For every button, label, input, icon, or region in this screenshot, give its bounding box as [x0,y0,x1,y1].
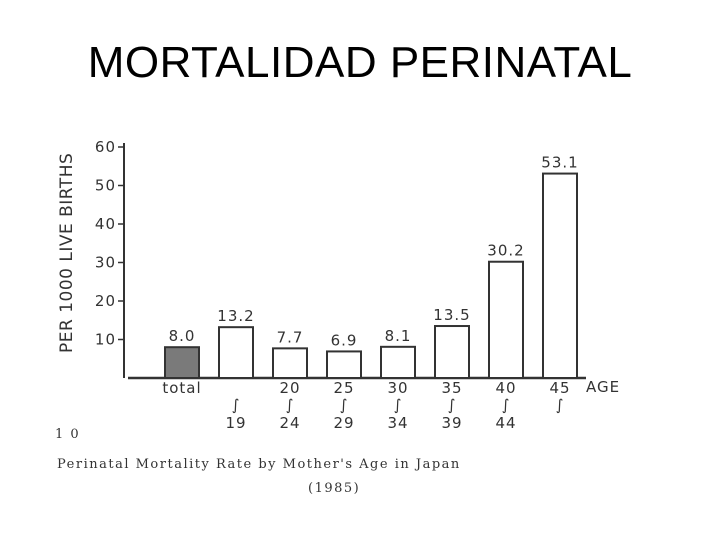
range-marker: ∫ [286,396,295,414]
bar [488,260,524,380]
range-marker: ∫ [232,396,241,414]
range-marker: ∫ [394,396,403,414]
bar [434,325,470,379]
figure-number: 1 0 [55,427,80,442]
y-tick-label: 20 [95,292,116,310]
bar [542,172,578,379]
bar-value-label: 6.9 [331,331,358,349]
range-marker: ∫ [448,396,457,414]
chart-caption: Perinatal Mortality Rate by Mother's Age… [57,457,461,472]
bar [380,345,416,380]
bar [326,350,362,379]
y-tick-label: 10 [95,331,116,349]
x-tick-label-start: 40 [495,379,516,397]
x-tick-label-start: 30 [387,379,408,397]
range-marker: ∫ [502,396,511,414]
bar-value-label: 13.2 [217,307,254,325]
bar-total [164,346,200,380]
x-tick-label-start: 25 [333,379,354,397]
x-tick-label-end: 29 [333,414,354,432]
x-tick-label-start: total [162,379,201,397]
range-marker: ∫ [556,396,565,414]
x-tick-label-end: 44 [495,414,516,432]
y-axis-label: PER 1000 LIVE BIRTHS [57,153,77,353]
x-tick-label-start: 35 [441,379,462,397]
x-tick-label-start: 45 [549,379,570,397]
x-tick-label-end: 39 [441,414,462,432]
y-tick-label: 50 [95,177,116,195]
bar-value-label: 8.0 [169,327,196,345]
bar-value-label: 13.5 [433,306,470,324]
bar-value-label: 30.2 [487,242,524,260]
bar-value-label: 7.7 [277,328,304,346]
chart-caption-year: (1985) [308,481,360,496]
bar-value-label: 53.1 [541,154,578,172]
range-marker: ∫ [340,396,349,414]
y-tick-label: 30 [95,254,116,272]
x-axis-label: AGE [586,378,620,396]
x-tick-label-end: 19 [225,414,246,432]
x-tick-label-end: 24 [279,414,300,432]
bar [218,326,254,379]
y-tick-label: 40 [95,215,116,233]
bar [272,347,308,380]
slide-title: MORTALIDAD PERINATAL [87,38,633,87]
y-tick-label: 60 [95,138,116,156]
x-tick-label-end: 34 [387,414,408,432]
bar-value-label: 8.1 [385,327,412,345]
x-tick-label-start: 20 [279,379,300,397]
